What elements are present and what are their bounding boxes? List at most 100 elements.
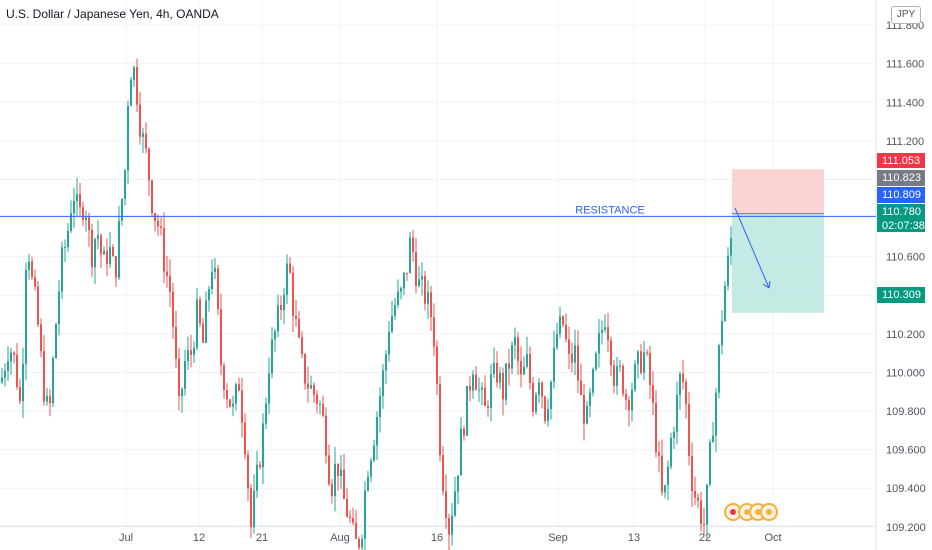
y-tick-label: 109.200 [886,522,926,534]
candle-body [40,324,42,352]
candle-body [193,347,195,355]
candle-body [463,428,465,436]
candle-body [304,354,306,384]
candle-body [289,263,291,273]
candle-body [94,239,96,268]
candle-body [691,456,693,491]
candle-body [439,384,441,456]
candle-body [64,247,66,249]
projection-arrow [734,207,770,289]
candle-body [595,353,597,370]
candle-body [475,374,477,390]
candle-body [670,437,672,467]
y-tick-label: 111.400 [886,97,924,109]
candle-body [508,363,510,369]
candle-body [628,399,630,411]
candle-body [115,256,117,278]
candle-body [616,366,618,386]
candle-body [505,363,507,400]
candle-body [559,316,561,334]
candle-body [160,226,162,229]
candle-body [127,105,129,171]
candle-body [223,365,225,391]
candle-body [454,491,456,516]
candle-body [688,404,690,457]
candle-body [256,464,258,491]
stop-loss-zone [732,169,824,214]
candle-body [598,332,600,354]
currency-badge[interactable]: JPY [891,6,921,24]
candle-body [466,386,468,436]
candle-body [106,250,108,265]
candle-body [451,515,453,535]
candle-body [226,390,228,400]
x-tick-label: 13 [628,532,640,544]
candle-body [511,345,513,369]
candle-body [154,213,156,221]
candle-body [706,484,708,525]
candle-body [523,366,525,375]
candle-body [286,263,288,295]
candle-body [493,362,495,375]
resistance-label: RESISTANCE [575,204,644,216]
candle-body [544,396,546,422]
candle-body [262,423,264,468]
y-tick-label: 109.600 [886,445,926,457]
y-tick-label: 109.800 [886,406,926,418]
candle-body [442,455,444,492]
y-tick-label: 110.600 [886,252,925,264]
candle-body [586,405,588,424]
chart-title: U.S. Dollar / Japanese Yen, 4h, OANDA [6,7,219,21]
candle-body [490,374,492,409]
y-tick-label: 109.400 [886,483,926,495]
candle-body [184,361,186,389]
candle-body [499,372,501,383]
candle-body [178,358,180,396]
candle-body [658,452,660,456]
candle-body [730,237,732,256]
candle-body [13,352,15,355]
x-tick-label: Jul [119,532,133,544]
candle-body [625,393,627,400]
y-tick-label: 111.600 [886,59,924,71]
candle-body [571,353,573,363]
candle-body [634,364,636,390]
candle-body [547,409,549,422]
candle-body [565,324,567,340]
candle-body [619,365,621,367]
candle-body [535,394,537,413]
candle-body [7,361,9,371]
candle-body [424,276,426,304]
candle-body [364,490,366,539]
candle-body [322,404,324,416]
candle-body [568,339,570,354]
candle-body [394,305,396,316]
candle-body [292,272,294,316]
candle-body [358,538,360,548]
candle-body [712,435,714,443]
candle-body [484,387,486,406]
candle-body [211,272,213,290]
candle-body [433,317,435,347]
current-price-label-countdown: 02:07:38 [882,220,925,232]
candle-body [58,291,60,325]
candle-body [637,351,639,365]
candle-body [640,351,642,373]
candle-body [4,370,6,378]
target-price-label: 110.309 [882,289,921,301]
y-tick-label: 110.200 [886,329,925,341]
candle-body [118,220,120,278]
candle-body [49,395,51,404]
resistance-price-label-bg [877,187,925,203]
candle-body [103,250,105,255]
take-profit-zone [732,213,824,313]
candle-body [202,323,204,343]
event-icon-dot [755,509,761,515]
candle-body [190,350,192,355]
candle-body [703,524,705,526]
candle-body [259,464,261,468]
candle-body [685,381,687,405]
flag-icon-dot [730,509,736,515]
candle-body [649,353,651,386]
